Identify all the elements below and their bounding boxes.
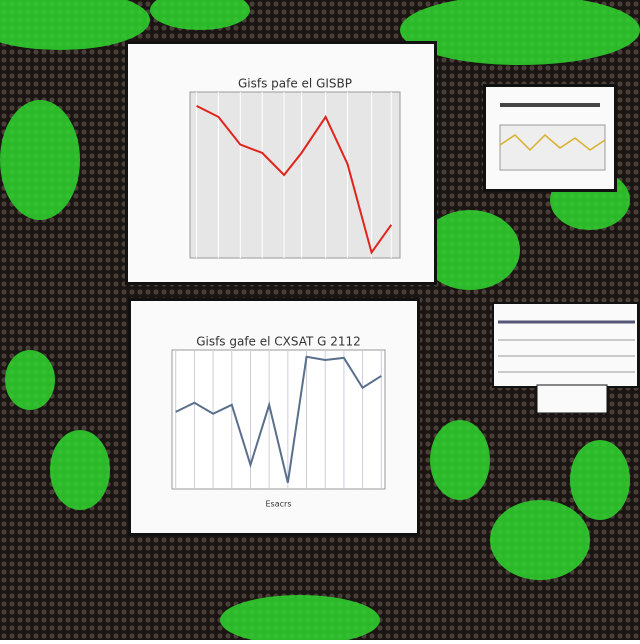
data-line	[196, 104, 393, 255]
small-table	[492, 302, 639, 414]
plot-area	[171, 349, 386, 490]
chart-title: Gisfs pafe el GISBP	[238, 77, 352, 91]
x-axis-label: Esacrs	[266, 500, 292, 509]
small-panel	[483, 84, 617, 192]
data-line	[175, 355, 382, 483]
plot-area	[189, 91, 401, 259]
chart-title: Gisfs gafe el CXSAT G 2112	[196, 335, 361, 349]
